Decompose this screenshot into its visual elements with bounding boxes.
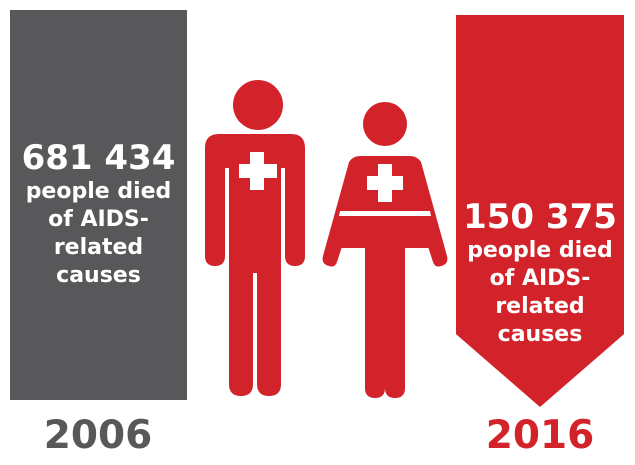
- male-first-aid-figure-icon: [205, 80, 305, 396]
- category-label-2006: 2006: [43, 413, 153, 458]
- bar-caption-line: of AIDS-: [489, 266, 591, 291]
- bar-caption-line: related: [495, 294, 585, 319]
- bar-caption-line: of AIDS-: [48, 207, 149, 232]
- bar-value-label: 681 434: [21, 138, 176, 178]
- bar-2006: 681 434 people died of AIDS- related cau…: [10, 10, 187, 400]
- bar-caption-line: causes: [497, 322, 583, 347]
- bar-value-label: 150 375: [463, 197, 617, 237]
- bar-caption-line: people died: [467, 238, 613, 263]
- female-first-aid-figure-icon: [322, 102, 448, 398]
- category-label-2016: 2016: [485, 413, 595, 458]
- bar-caption-line: causes: [56, 263, 141, 288]
- figures-illustration: [205, 80, 448, 398]
- bar-2016-arrow: 150 375 people died of AIDS- related cau…: [456, 15, 624, 407]
- bar-caption-line: people died: [25, 179, 172, 204]
- bar-caption-line: related: [53, 235, 144, 260]
